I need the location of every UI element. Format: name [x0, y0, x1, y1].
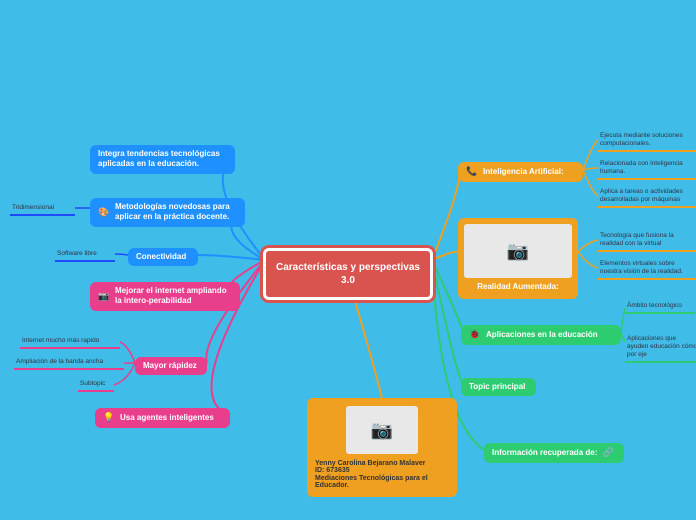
apps-label: Aplicaciones en la educación	[486, 330, 598, 340]
mejorar-icon: 📷	[98, 290, 110, 302]
ia-node[interactable]: 📞 Inteligencia Artificial:	[458, 162, 583, 182]
info-label: Información recuperada de:	[492, 448, 597, 458]
ia-sub-0[interactable]: Ejecuta mediante soluciones computaciona…	[598, 132, 696, 152]
mejorar-label: Mejorar el internet ampliando la intero-…	[115, 286, 232, 307]
rapida-sub-1[interactable]: Ampliación de la banda ancha	[14, 358, 124, 370]
rapida-label: Mayor rápidez	[143, 361, 197, 371]
ia-label: Inteligencia Artificial:	[483, 167, 564, 177]
integra-node[interactable]: Integra tendencias tecnológicas aplicada…	[90, 145, 235, 174]
author-info-box[interactable]: 📷 Yenny Carolina Bejarano Malaver ID: 67…	[307, 398, 457, 497]
conect-node[interactable]: Conectividad	[128, 248, 198, 266]
apps-sub-1[interactable]: Aplicaciones que ayuden educación cómo p…	[625, 335, 696, 363]
ra-sub-0[interactable]: Tecnología que fusiona la realidad con l…	[598, 232, 696, 252]
author-line: Mediaciones Tecnológicas para el Educado…	[315, 475, 449, 489]
image-placeholder-icon: 📷	[346, 406, 418, 454]
realidad-aumentada-node[interactable]: 📷 Realidad Aumentada:	[458, 218, 578, 299]
info-node[interactable]: Información recuperada de: 🔗	[484, 443, 624, 463]
ia-sub-2[interactable]: Aplica a tareas o actividades desarrolla…	[598, 188, 696, 208]
rapida-sub-2[interactable]: Subtopic	[78, 380, 114, 392]
topic-label: Topic principal	[469, 382, 525, 392]
apps-sub-0[interactable]: Ámbito tecnológico	[625, 302, 695, 314]
ra-sub-1[interactable]: Elementos virtuales sobre nuestra visión…	[598, 260, 696, 280]
agentes-node[interactable]: 💡 Usa agentes inteligentes	[95, 408, 230, 428]
ia-sub-1[interactable]: Relacionada con inteligencia humana.	[598, 160, 696, 180]
rapida-sub-0[interactable]: Internet mucho más rapido	[20, 337, 120, 349]
topic-node[interactable]: Topic principal	[461, 378, 536, 396]
agentes-icon: 💡	[103, 412, 115, 424]
metodo-node[interactable]: 🎨 Metodologías novedosas para aplicar en …	[90, 198, 245, 227]
metodo-sub-0[interactable]: Tridimensional	[10, 204, 75, 216]
integra-label: Integra tendencias tecnológicas aplicada…	[98, 149, 227, 170]
image-placeholder-icon: 📷	[464, 224, 572, 278]
author-line: Yenny Carolina Bejarano Malaver	[315, 460, 449, 467]
agentes-label: Usa agentes inteligentes	[120, 413, 214, 423]
apps-icon: 🐞	[469, 329, 481, 341]
apps-node[interactable]: 🐞 Aplicaciones en la educación	[461, 325, 621, 345]
info-link-icon: 🔗	[602, 447, 614, 459]
metodo-icon: 🎨	[98, 206, 110, 218]
metodo-label: Metodologías novedosas para aplicar en l…	[115, 202, 237, 223]
mejorar-node[interactable]: 📷 Mejorar el internet ampliando la intero…	[90, 282, 240, 311]
author-line: ID: 673635	[315, 467, 449, 474]
ra-label: Realidad Aumentada:	[464, 282, 572, 291]
ia-icon: 📞	[466, 166, 478, 178]
conect-label: Conectividad	[136, 252, 186, 262]
conect-sub-0[interactable]: Software libre	[55, 250, 115, 262]
rapida-node[interactable]: Mayor rápidez	[135, 357, 207, 375]
center-node[interactable]: Características y perspectivas 3.0	[263, 248, 433, 300]
